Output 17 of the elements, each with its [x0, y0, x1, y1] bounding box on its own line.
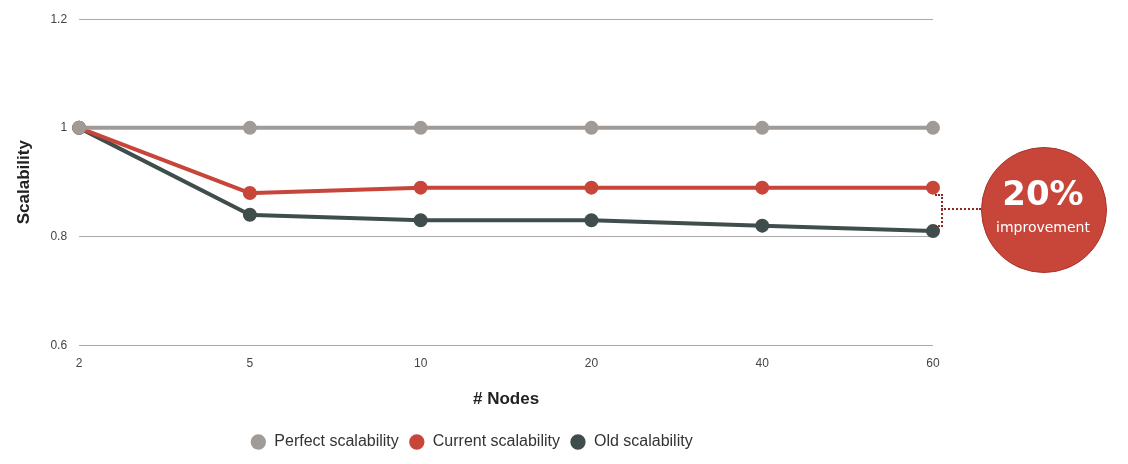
x-tick-label: 60 [926, 355, 940, 370]
x-tick-label: 40 [755, 355, 770, 370]
legend-label: Current scalability [432, 432, 560, 450]
y-tick-label: 0.6 [50, 337, 68, 352]
y-tick-label: 0.8 [50, 228, 68, 243]
x-tick-label: 20 [584, 355, 599, 370]
y-tick-label: 1 [60, 120, 68, 135]
x-tick-label: 2 [75, 355, 83, 370]
y-tick-label: 1.2 [50, 11, 68, 26]
x-tick-label: 5 [246, 355, 254, 370]
text: improvement [995, 219, 1091, 236]
text: 20% [1001, 173, 1085, 214]
x-tick-label: 10 [413, 355, 428, 370]
x-axis-title: # Nodes [472, 389, 540, 409]
legend-label: Old scalability [593, 432, 693, 450]
legend-label: Perfect scalability [274, 432, 399, 450]
y-axis-title: Scalability [13, 139, 33, 225]
